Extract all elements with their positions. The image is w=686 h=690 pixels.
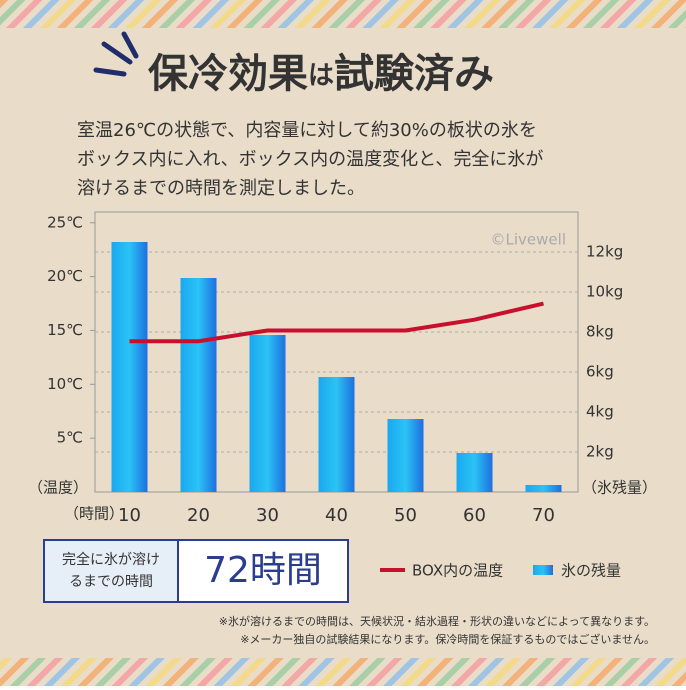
legend-label: 氷の残量 <box>561 562 621 580</box>
x-tick-label: 10 <box>118 505 141 526</box>
description-line: 室温26℃の状態で、内容量に対して約30%の板状の氷を <box>77 120 537 141</box>
note: ※メーカー独自の試験結果になります。保冷時間を保証するものではございません。 <box>240 632 655 646</box>
y-tick-label: 10℃ <box>47 375 83 393</box>
summary-value: 72時間 <box>204 550 322 591</box>
bar <box>249 335 286 492</box>
title-particle: は <box>308 61 334 91</box>
stripe-bottom <box>0 658 686 686</box>
description-line: ボックス内に入れ、ボックス内の温度変化と、完全に氷が <box>77 149 543 170</box>
bar <box>111 242 148 492</box>
chart: 5℃ 10℃ 15℃ 20℃ 25℃ 2kg 4kg 6kg 8kg 10kg 12kg （温度） （氷… <box>28 211 657 580</box>
x-tick-label: 50 <box>394 505 417 526</box>
summary-label: 完全に氷が溶け <box>62 551 160 568</box>
accent-lines <box>93 31 139 77</box>
bar <box>318 377 355 492</box>
summary-label: るまでの時間 <box>69 574 153 590</box>
y-tick-label: 20℃ <box>47 267 83 285</box>
x-tick-label: 20 <box>187 505 210 526</box>
note: ※氷が溶けるまでの時間は、天候状況・結氷過程・形状の違いなどによって異なります。 <box>219 614 655 628</box>
watermark: ©Livewell <box>491 231 566 249</box>
bar <box>525 485 562 492</box>
y2-tick-label: 2kg <box>586 443 614 461</box>
y2-tick-label: 12kg <box>586 243 623 261</box>
x-tick-label: 30 <box>256 505 279 526</box>
y-tick-label: 25℃ <box>47 213 83 231</box>
y-axis-label: （温度） <box>28 479 88 497</box>
bar <box>456 453 493 492</box>
summary-label-bg <box>45 541 178 601</box>
y-tick-label: 5℃ <box>57 429 83 447</box>
x-tick-label: 60 <box>463 505 486 526</box>
y2-tick-label: 4kg <box>586 403 614 421</box>
y2-axis-label: （氷残量） <box>582 479 657 497</box>
legend-swatch <box>533 565 553 575</box>
title: 保冷効果は試験済み <box>148 51 494 97</box>
line <box>129 301 544 344</box>
bar <box>180 278 217 492</box>
bar <box>387 419 424 492</box>
description-line: 溶けるまでの時間を測定しました。 <box>77 178 365 199</box>
x-tick-label: 70 <box>532 505 555 526</box>
x-tick-label: 40 <box>325 505 348 526</box>
y2-tick-label: 8kg <box>586 323 614 341</box>
title-end: 試験済み <box>334 51 494 97</box>
y2-tick-label: 10kg <box>586 283 623 301</box>
stripe-top <box>0 0 686 28</box>
y2-tick-label: 6kg <box>586 363 614 381</box>
x-axis-label: （時間） <box>64 505 124 523</box>
description: 室温26℃の状態で、内容量に対して約30%の板状の氷を ボックス内に入れ、ボック… <box>77 120 543 199</box>
legend-label: BOX内の温度 <box>412 562 503 580</box>
title-main: 保冷効果 <box>148 51 308 97</box>
y-tick-label: 15℃ <box>47 321 83 339</box>
